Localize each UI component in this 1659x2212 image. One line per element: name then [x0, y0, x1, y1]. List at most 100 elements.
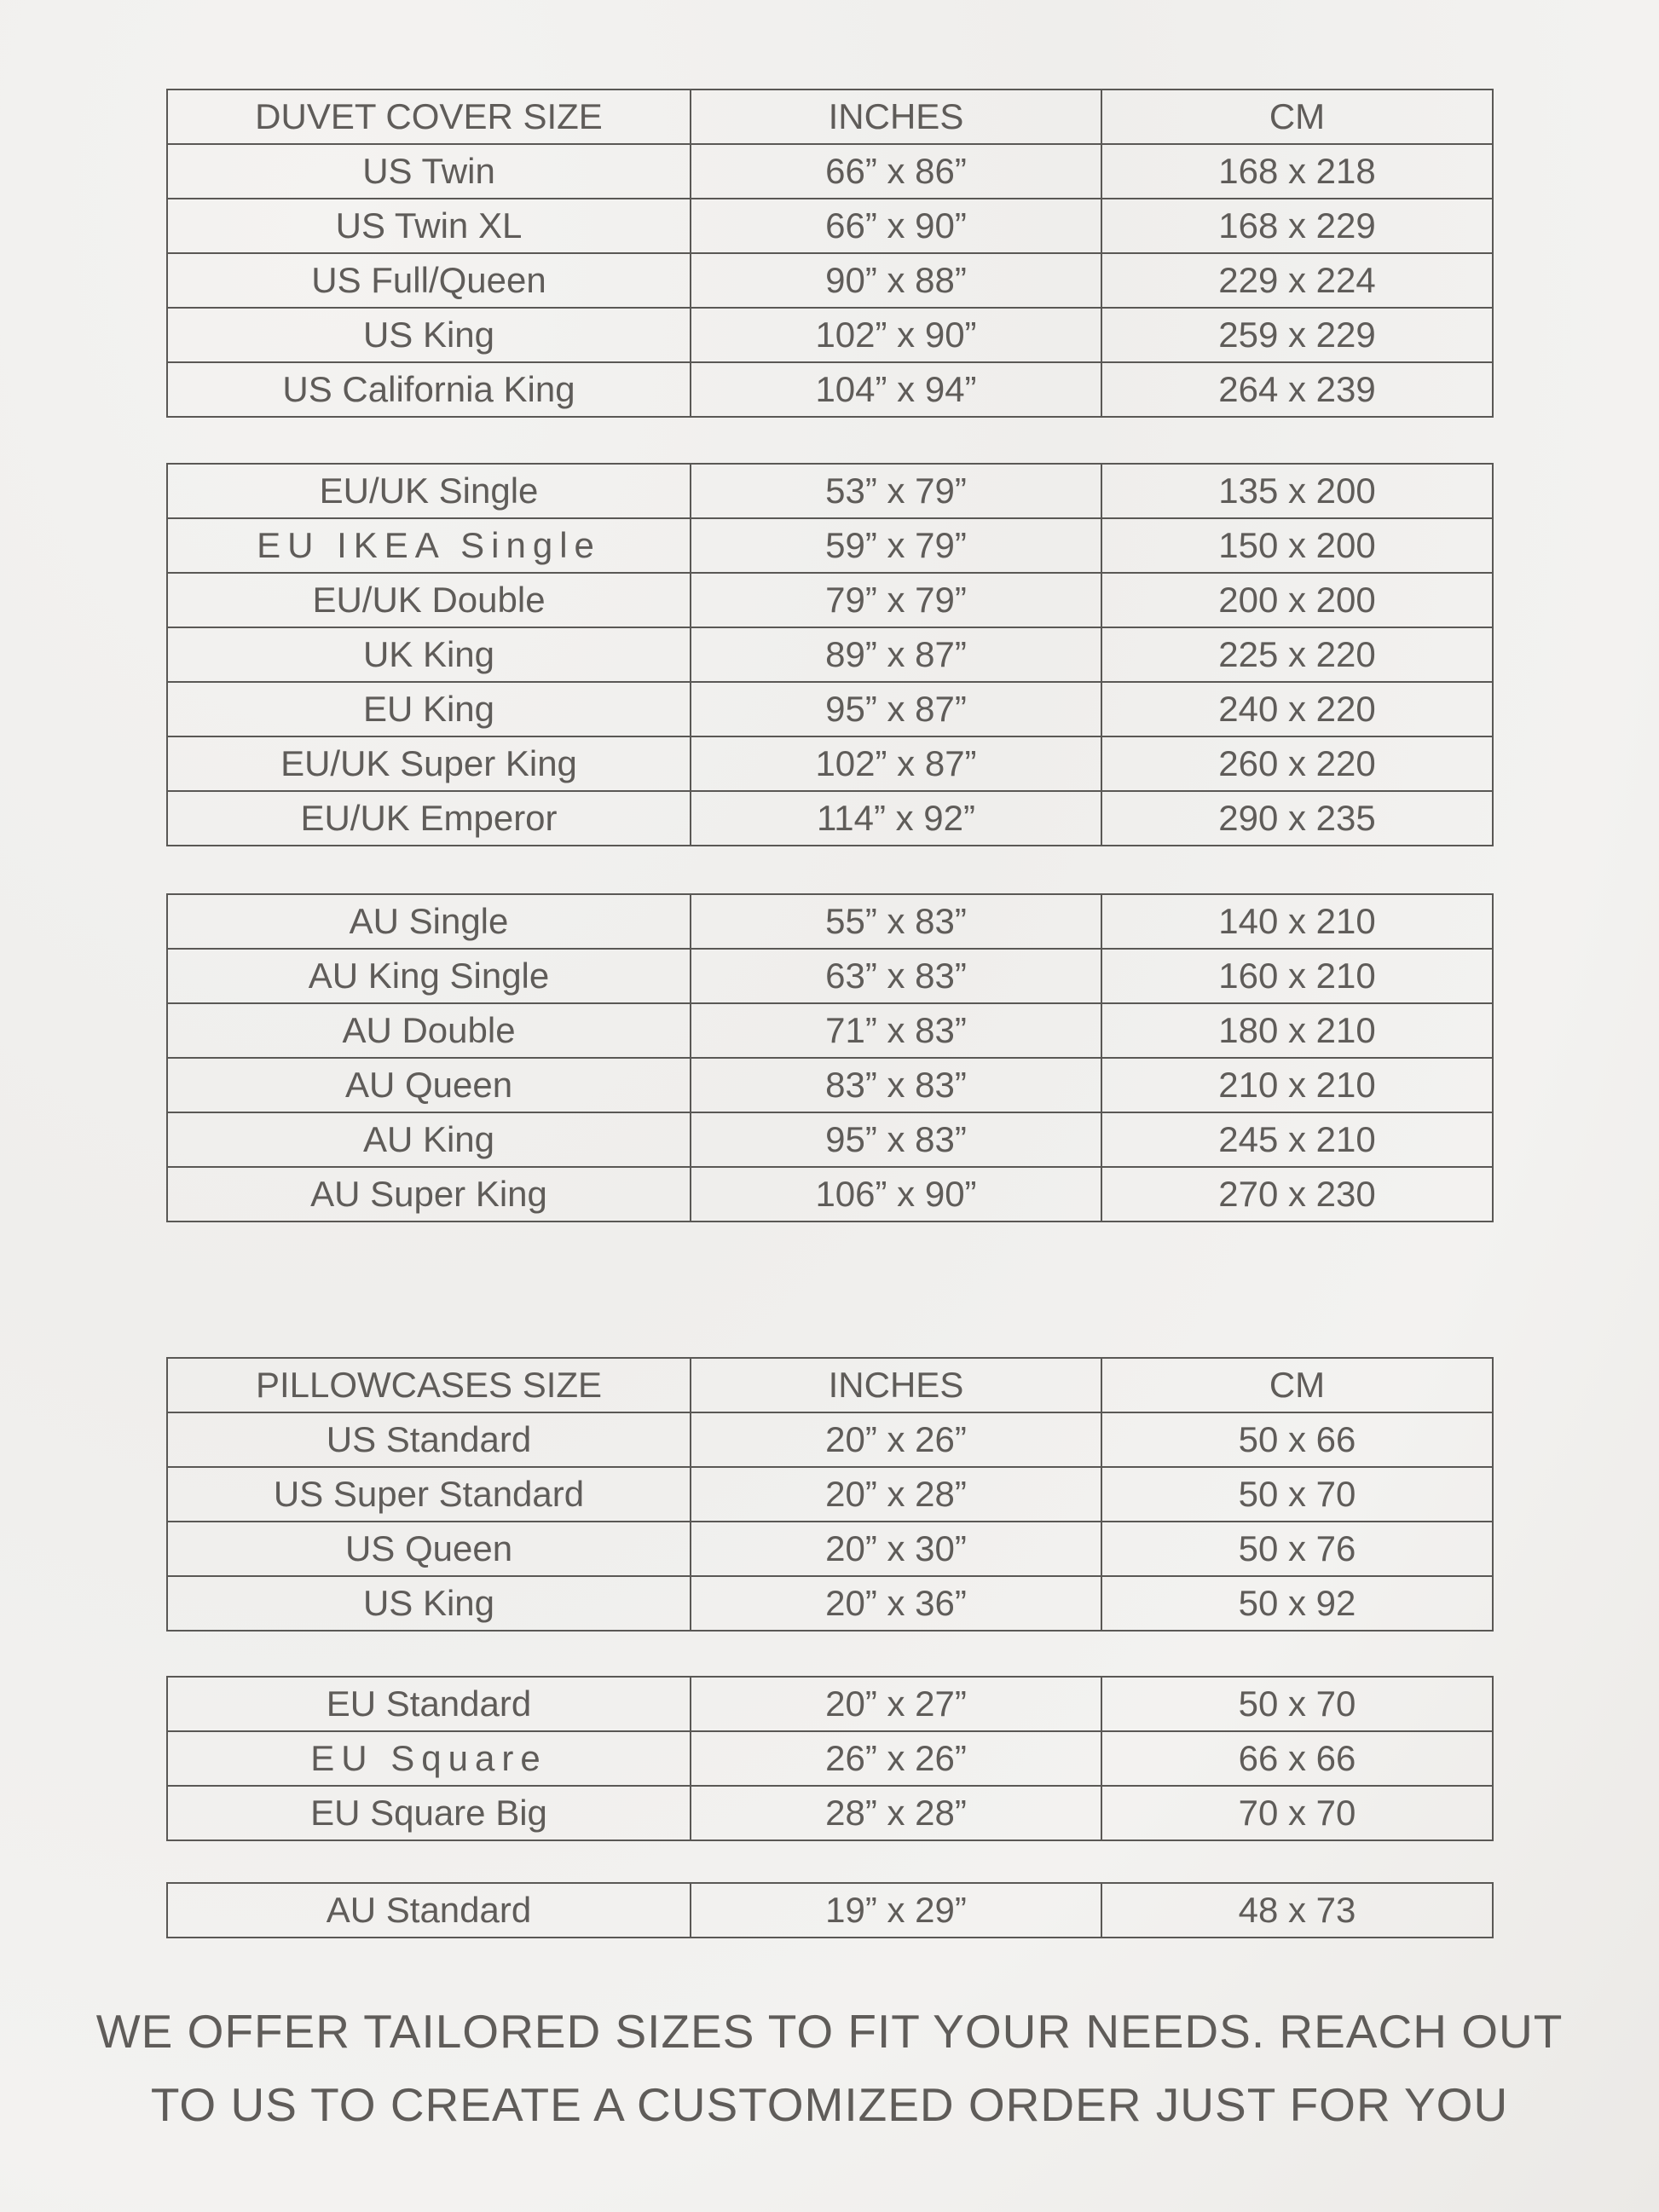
inches-cell: 89” x 87” — [690, 627, 1102, 683]
inches-cell: 104” x 94” — [690, 361, 1102, 418]
inches-cell: 95” x 87” — [690, 681, 1102, 737]
table-row: US Standard 20” x 26” 50 x 66 — [166, 1412, 1494, 1468]
size-name-cell: EU/UK Super King — [166, 736, 691, 792]
size-name-cell: AU King Single — [166, 948, 691, 1004]
cm-cell: 245 x 210 — [1101, 1112, 1494, 1168]
inches-cell: 66” x 86” — [690, 143, 1102, 199]
table-row: EU Square Big 28” x 28” 70 x 70 — [166, 1785, 1494, 1841]
cm-cell: 168 x 229 — [1101, 198, 1494, 254]
table-row: AU King Single 63” x 83” 160 x 210 — [166, 948, 1494, 1004]
size-name-cell: AU Standard — [166, 1882, 691, 1938]
table-row: AU King 95” x 83” 245 x 210 — [166, 1112, 1494, 1168]
inches-cell: 90” x 88” — [690, 252, 1102, 309]
inches-cell: 79” x 79” — [690, 572, 1102, 628]
duvet-table-1: DUVET COVER SIZE INCHES CM US Twin 66” x 86”… — [166, 89, 1494, 418]
size-name-cell: AU Single — [166, 893, 691, 950]
cm-cell: 150 x 200 — [1101, 517, 1494, 574]
inches-cell: 20” x 28” — [690, 1466, 1102, 1522]
size-name-cell: AU Super King — [166, 1166, 691, 1222]
cm-cell: 168 x 218 — [1101, 143, 1494, 199]
size-name-cell: US Twin XL — [166, 198, 691, 254]
header-row: DUVET COVER SIZE INCHES CM — [166, 89, 1494, 145]
table-row: EU/UK Super King 102” x 87” 260 x 220 — [166, 736, 1494, 792]
size-name-cell: EU/UK Double — [166, 572, 691, 628]
cm-cell: 135 x 200 — [1101, 463, 1494, 519]
table-row: US Queen 20” x 30” 50 x 76 — [166, 1521, 1494, 1577]
custom-order-note: WE OFFER TAILORED SIZES TO FIT YOUR NEED… — [0, 1995, 1659, 2141]
cm-cell: 50 x 92 — [1101, 1575, 1494, 1632]
table-row: US King 20” x 36” 50 x 92 — [166, 1575, 1494, 1632]
size-name-cell: US Twin — [166, 143, 691, 199]
duvet-table-2: EU/UK Single 53” x 79” 135 x 200 EU IKEA Si… — [166, 463, 1494, 846]
pillowcases-table-2: EU Standard 20” x 27” 50 x 70 EU Square 26” … — [166, 1676, 1494, 1841]
table-row: US Full/Queen 90” x 88” 229 x 224 — [166, 252, 1494, 309]
column-header-inches: INCHES — [690, 89, 1102, 145]
cm-cell: 200 x 200 — [1101, 572, 1494, 628]
cm-cell: 210 x 210 — [1101, 1057, 1494, 1113]
size-name-cell: EU King — [166, 681, 691, 737]
table-row: EU/UK Double 79” x 79” 200 x 200 — [166, 572, 1494, 628]
cm-cell: 240 x 220 — [1101, 681, 1494, 737]
size-name-cell: EU Square — [166, 1730, 691, 1787]
column-header-cm: CM — [1101, 89, 1494, 145]
footer-line-2: TO US TO CREATE A CUSTOMIZED ORDER JUST … — [150, 2078, 1509, 2131]
size-name-cell: US Full/Queen — [166, 252, 691, 309]
inches-cell: 102” x 90” — [690, 307, 1102, 363]
inches-cell: 55” x 83” — [690, 893, 1102, 950]
duvet-table-3: AU Single 55” x 83” 140 x 210 AU King Singl… — [166, 893, 1494, 1222]
inches-cell: 63” x 83” — [690, 948, 1102, 1004]
table-row: AU Standard 19” x 29” 48 x 73 — [166, 1882, 1494, 1938]
inches-cell: 53” x 79” — [690, 463, 1102, 519]
cm-cell: 264 x 239 — [1101, 361, 1494, 418]
inches-cell: 114” x 92” — [690, 790, 1102, 846]
column-header-cm: CM — [1101, 1357, 1494, 1413]
size-name-cell: AU Queen — [166, 1057, 691, 1113]
inches-cell: 102” x 87” — [690, 736, 1102, 792]
pillowcases-table-3: AU Standard 19” x 29” 48 x 73 — [166, 1882, 1494, 1938]
table-row: EU IKEA Single 59” x 79” 150 x 200 — [166, 517, 1494, 574]
cm-cell: 50 x 76 — [1101, 1521, 1494, 1577]
table-row: US Super Standard 20” x 28” 50 x 70 — [166, 1466, 1494, 1522]
cm-cell: 140 x 210 — [1101, 893, 1494, 950]
table-row: UK King 89” x 87” 225 x 220 — [166, 627, 1494, 683]
table-row: AU Queen 83” x 83” 210 x 210 — [166, 1057, 1494, 1113]
inches-cell: 20” x 27” — [690, 1676, 1102, 1732]
inches-cell: 66” x 90” — [690, 198, 1102, 254]
column-header-inches: INCHES — [690, 1357, 1102, 1413]
cm-cell: 270 x 230 — [1101, 1166, 1494, 1222]
column-header-size-name: DUVET COVER SIZE — [166, 89, 691, 145]
inches-cell: 26” x 26” — [690, 1730, 1102, 1787]
cm-cell: 48 x 73 — [1101, 1882, 1494, 1938]
table-row: US Twin XL 66” x 90” 168 x 229 — [166, 198, 1494, 254]
table-row: EU/UK Single 53” x 79” 135 x 200 — [166, 463, 1494, 519]
cm-cell: 229 x 224 — [1101, 252, 1494, 309]
table-row: EU/UK Emperor 114” x 92” 290 x 235 — [166, 790, 1494, 846]
cm-cell: 50 x 70 — [1101, 1676, 1494, 1732]
cm-cell: 290 x 235 — [1101, 790, 1494, 846]
size-name-cell: AU King — [166, 1112, 691, 1168]
size-name-cell: EU/UK Single — [166, 463, 691, 519]
cm-cell: 70 x 70 — [1101, 1785, 1494, 1841]
size-name-cell: US Standard — [166, 1412, 691, 1468]
size-name-cell: EU Standard — [166, 1676, 691, 1732]
inches-cell: 95” x 83” — [690, 1112, 1102, 1168]
pillowcases-table-1: PILLOWCASES SIZE INCHES CM US Standard 20” x… — [166, 1357, 1494, 1632]
column-header-size-name: PILLOWCASES SIZE — [166, 1357, 691, 1413]
size-name-cell: AU Double — [166, 1002, 691, 1059]
table-row: US California King 104” x 94” 264 x 239 — [166, 361, 1494, 418]
table-row: EU Standard 20” x 27” 50 x 70 — [166, 1676, 1494, 1732]
inches-cell: 20” x 36” — [690, 1575, 1102, 1632]
size-name-cell: US California King — [166, 361, 691, 418]
table-row: US Twin 66” x 86” 168 x 218 — [166, 143, 1494, 199]
inches-cell: 28” x 28” — [690, 1785, 1102, 1841]
inches-cell: 71” x 83” — [690, 1002, 1102, 1059]
inches-cell: 59” x 79” — [690, 517, 1102, 574]
footer-line-1: WE OFFER TAILORED SIZES TO FIT YOUR NEED… — [95, 2005, 1564, 2058]
inches-cell: 19” x 29” — [690, 1882, 1102, 1938]
size-name-cell: EU Square Big — [166, 1785, 691, 1841]
size-name-cell: US Queen — [166, 1521, 691, 1577]
header-row: PILLOWCASES SIZE INCHES CM — [166, 1357, 1494, 1413]
table-row: AU Double 71” x 83” 180 x 210 — [166, 1002, 1494, 1059]
size-name-cell: US King — [166, 1575, 691, 1632]
cm-cell: 50 x 66 — [1101, 1412, 1494, 1468]
